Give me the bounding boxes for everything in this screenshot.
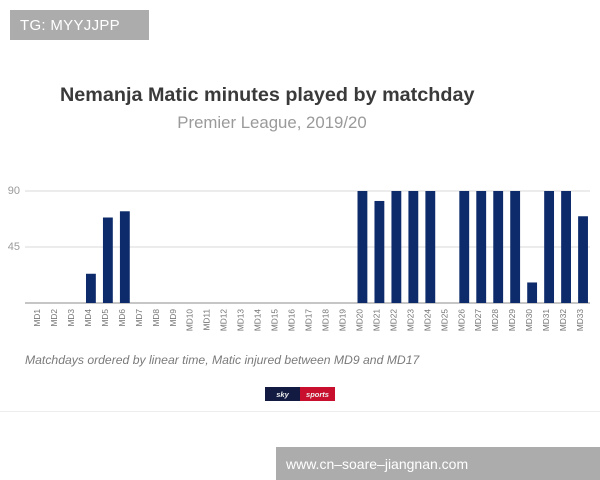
svg-text:MD24: MD24 xyxy=(422,309,432,332)
svg-text:MD23: MD23 xyxy=(405,309,415,332)
svg-text:MD8: MD8 xyxy=(151,309,161,327)
svg-text:MD15: MD15 xyxy=(270,309,280,332)
svg-text:MD31: MD31 xyxy=(541,309,551,332)
svg-text:MD11: MD11 xyxy=(202,309,212,331)
svg-text:MD9: MD9 xyxy=(168,309,178,327)
svg-text:MD33: MD33 xyxy=(575,309,585,332)
svg-text:MD3: MD3 xyxy=(66,309,76,327)
svg-text:MD1: MD1 xyxy=(32,309,42,327)
svg-text:MD7: MD7 xyxy=(134,309,144,327)
svg-text:MD28: MD28 xyxy=(490,309,500,332)
svg-text:MD18: MD18 xyxy=(320,309,330,332)
svg-text:MD13: MD13 xyxy=(236,309,246,332)
svg-text:MD21: MD21 xyxy=(371,309,381,332)
svg-text:MD26: MD26 xyxy=(456,309,466,332)
svg-text:MD32: MD32 xyxy=(558,309,568,332)
svg-text:45: 45 xyxy=(8,241,20,253)
svg-text:MD6: MD6 xyxy=(117,309,127,327)
svg-text:MD19: MD19 xyxy=(337,309,347,332)
svg-text:MD2: MD2 xyxy=(49,309,59,327)
svg-text:MD20: MD20 xyxy=(354,309,364,332)
svg-text:MD10: MD10 xyxy=(185,309,195,332)
svg-text:sky: sky xyxy=(276,390,289,399)
svg-text:MD17: MD17 xyxy=(304,309,314,332)
svg-text:sports: sports xyxy=(306,390,329,399)
svg-text:MD5: MD5 xyxy=(100,309,110,327)
svg-text:MD14: MD14 xyxy=(253,309,263,332)
svg-text:MD25: MD25 xyxy=(439,309,449,332)
svg-text:MD22: MD22 xyxy=(388,309,398,332)
svg-text:MD4: MD4 xyxy=(83,309,93,327)
svg-text:MD30: MD30 xyxy=(524,309,534,332)
svg-text:90: 90 xyxy=(8,185,20,197)
svg-text:MD12: MD12 xyxy=(219,309,229,332)
svg-text:MD16: MD16 xyxy=(287,309,297,332)
svg-text:MD29: MD29 xyxy=(507,309,517,332)
svg-text:MD27: MD27 xyxy=(473,309,483,332)
